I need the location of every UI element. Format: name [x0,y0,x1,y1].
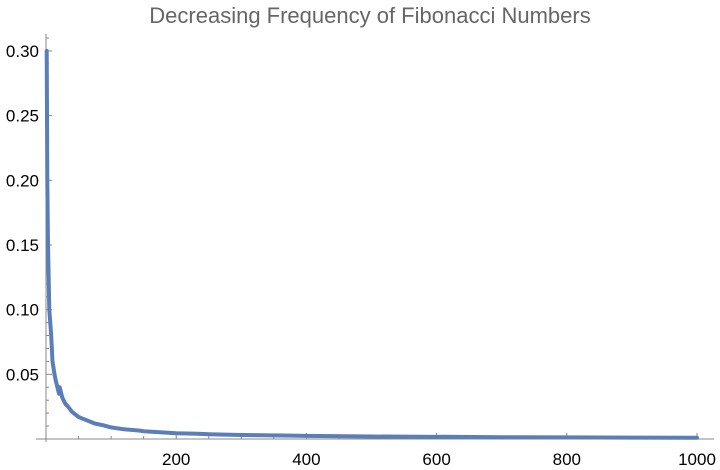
x-tick-label: 400 [292,450,320,469]
y-tick-label: 0.30 [6,42,39,61]
plot-area [44,48,699,440]
chart-title: Decreasing Frequency of Fibonacci Number… [149,3,590,28]
y-tick-label: 0.25 [6,107,39,126]
series-line [44,48,699,440]
y-tick-label: 0.05 [6,365,39,384]
y-tick-label: 0.10 [6,301,39,320]
x-tick-label: 600 [422,450,450,469]
x-tick-label: 1000 [678,450,716,469]
x-tick-label: 200 [162,450,190,469]
axis-ticks: 200 400 600 800 1000 0.05 0.10 0.15 0.20 0.25 0.30 [6,37,716,469]
y-tick-label: 0.20 [6,171,39,190]
y-tick-label: 0.15 [6,236,39,255]
x-tick-label: 800 [553,450,581,469]
